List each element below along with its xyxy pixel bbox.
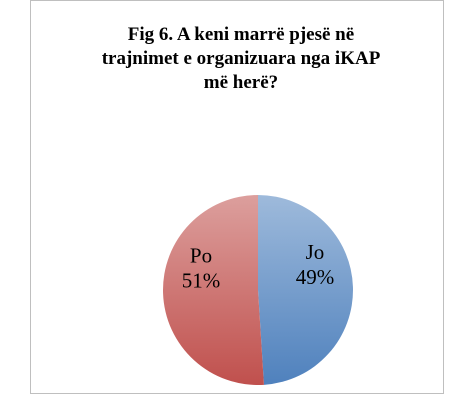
- slice-category-label: Po: [190, 244, 212, 268]
- chart-title: Fig 6. A keni marrë pjesë në trajnimet e…: [101, 24, 381, 93]
- pie-slice: [162, 195, 264, 385]
- slice-category-label: Jo: [306, 240, 325, 264]
- slice-value-label: 51%: [182, 269, 221, 293]
- slice-value-label: 49%: [296, 265, 335, 289]
- pie-slice: [258, 195, 353, 385]
